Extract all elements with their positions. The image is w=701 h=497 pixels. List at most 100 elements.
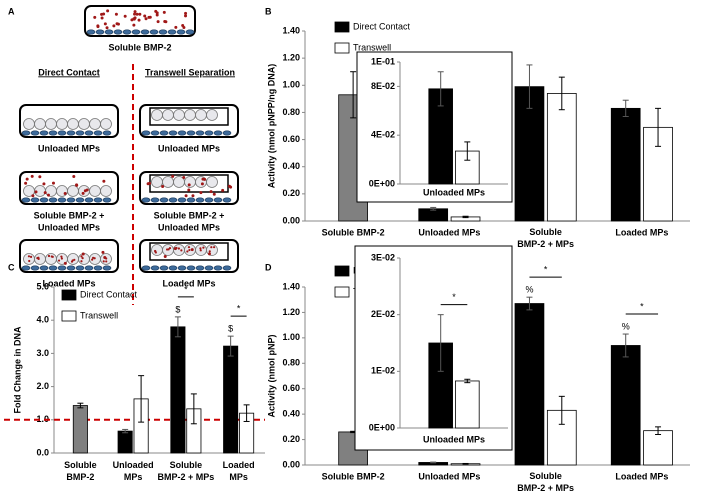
bar: [117, 430, 133, 454]
microparticle: [195, 109, 207, 121]
bmp-dot: [162, 10, 166, 14]
cell: [102, 130, 112, 136]
panel-label: B: [265, 6, 272, 16]
cell: [204, 197, 214, 203]
bmp-dot: [156, 20, 160, 24]
x-tick-label-line: Unloaded: [113, 460, 154, 470]
cell: [195, 197, 205, 203]
x-tick-label-line: BMP-2 + MPs: [517, 239, 574, 249]
microparticle: [23, 118, 35, 130]
bmp-dot: [135, 12, 139, 16]
bmp-dot: [91, 258, 94, 261]
cell: [222, 130, 232, 136]
bmp-dot: [203, 177, 207, 181]
well-label: Soluble BMP-2: [108, 42, 171, 52]
bmp-dot: [29, 255, 33, 258]
x-tick-label-line: Soluble: [529, 227, 562, 237]
insert: [149, 242, 229, 261]
y-tick-label: 0.80: [282, 358, 300, 368]
condition-label: Soluble BMP-2 +: [154, 210, 225, 220]
cell: [66, 197, 76, 203]
insert: [149, 107, 229, 126]
legend-label: Transwell: [353, 42, 391, 52]
bmp-dot: [191, 194, 195, 198]
cell: [186, 265, 196, 271]
microparticle: [206, 109, 218, 121]
y-tick-label: 1E-01: [371, 56, 395, 66]
cell: [21, 265, 31, 271]
significance-marker: %: [622, 321, 630, 331]
bmp-dot: [75, 183, 79, 187]
bmp-dot: [38, 175, 42, 179]
bmp-dot: [143, 14, 147, 18]
microparticle: [206, 176, 218, 188]
cell: [93, 130, 103, 136]
error-bar: [464, 141, 471, 161]
bmp-dot: [81, 191, 85, 195]
bmp-dot: [227, 184, 231, 188]
cell: [222, 197, 232, 203]
cell: [195, 130, 205, 136]
y-tick-label: 5.0: [36, 281, 49, 291]
significance-marker: $: [175, 304, 180, 314]
cell: [149, 29, 159, 35]
bmp-dot: [187, 188, 191, 192]
cell: [84, 130, 94, 136]
panel-label: C: [8, 262, 15, 272]
legend-label: Direct Contact: [80, 289, 138, 299]
bmp-dot: [155, 11, 159, 15]
cell: [204, 130, 214, 136]
condition-label: Unloaded MPs: [158, 143, 220, 153]
bmp-dot: [138, 12, 142, 16]
bmp-dot: [177, 247, 181, 250]
bmp-dot: [102, 179, 106, 183]
bmp-dot: [148, 15, 152, 19]
error-bar: [430, 206, 437, 211]
microparticle: [151, 109, 163, 121]
cell: [30, 130, 40, 136]
x-tick-label: Unloaded MPs: [423, 187, 485, 197]
bar: [546, 93, 577, 222]
error-bar: [190, 393, 197, 425]
bmp-dot: [208, 250, 211, 253]
y-tick-label: 1.00: [282, 332, 300, 342]
cell: [213, 197, 223, 203]
condition-label: Unloaded MPs: [38, 143, 100, 153]
condition-label: Unloaded MPs: [38, 222, 100, 232]
error-bar: [655, 426, 662, 435]
x-tick-label: Unloaded MPs: [113, 460, 154, 482]
cell: [177, 197, 187, 203]
x-tick-label-line: Loaded: [223, 460, 255, 470]
cell: [159, 265, 169, 271]
error-bar: [437, 314, 444, 372]
bmp-dot: [202, 246, 205, 249]
error-bar: [462, 215, 469, 219]
microparticle: [100, 185, 112, 197]
microparticle: [89, 185, 101, 197]
bmp-dot: [46, 193, 50, 197]
cell: [168, 265, 178, 271]
cell: [140, 29, 150, 35]
significance-marker: %: [525, 285, 533, 295]
bmp-dot: [188, 248, 191, 252]
microparticle: [67, 185, 79, 197]
bmp-dot: [187, 183, 191, 187]
bmp-dot: [93, 257, 96, 260]
cell: [141, 265, 151, 271]
y-tick-label: 4E-02: [371, 130, 395, 140]
microparticle: [67, 253, 79, 265]
x-tick-label: Loaded MPs: [615, 227, 668, 237]
cell: [176, 29, 186, 35]
cell: [186, 130, 196, 136]
microparticle: [34, 118, 46, 130]
bmp-dot: [174, 25, 178, 29]
error-bar: [558, 395, 565, 425]
bmp-dot: [63, 261, 67, 265]
bmp-dot: [163, 20, 167, 24]
bmp-dot: [60, 255, 63, 258]
error-bar: [655, 107, 662, 147]
y-tick-label: 0E+00: [369, 178, 395, 188]
microparticle: [162, 109, 174, 121]
bmp-dot: [72, 174, 76, 178]
cell: [186, 197, 196, 203]
